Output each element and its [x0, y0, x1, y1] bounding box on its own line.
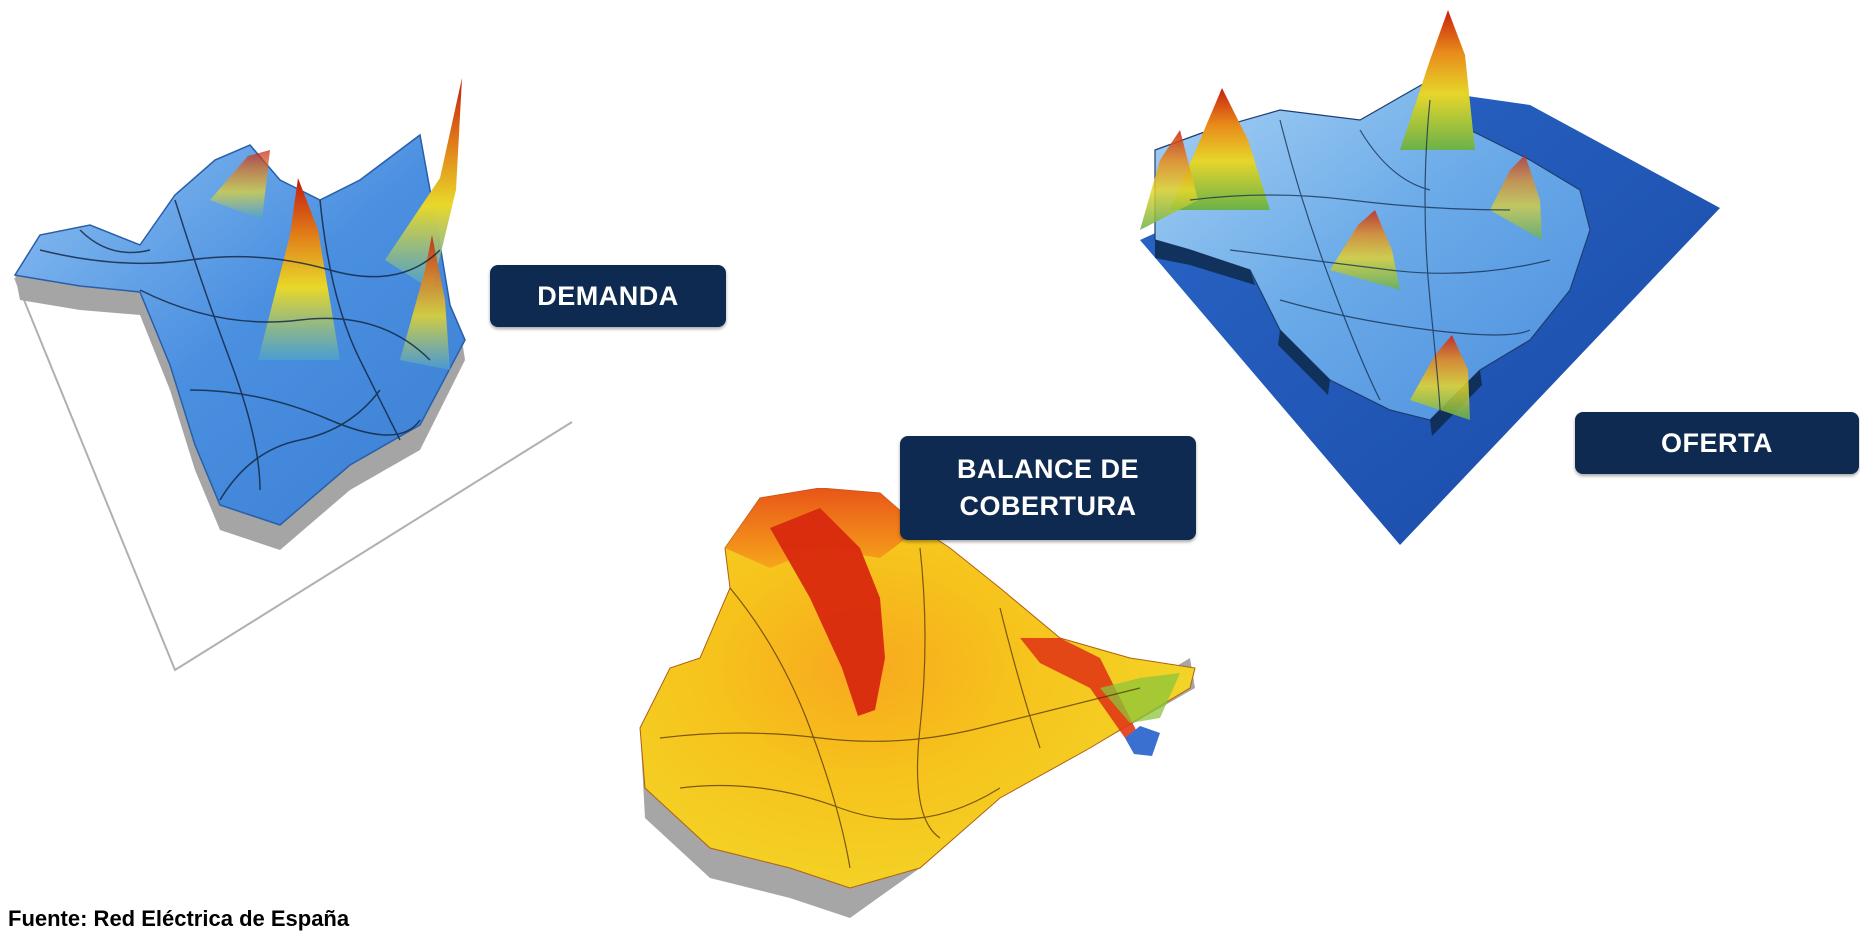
demanda-peak-madrid [258, 178, 340, 360]
balance-label-line2: COBERTURA [959, 491, 1137, 521]
demanda-axes [14, 277, 573, 672]
demanda-extrusion [15, 275, 465, 550]
demanda-peak-valencia [400, 235, 450, 370]
balance-label-line1: BALANCE DE [956, 454, 1139, 484]
oferta-peak-left2 [1140, 130, 1198, 230]
demanda-peak-north [210, 150, 270, 220]
balance-surface-map [639, 488, 1196, 918]
oferta-label: OFERTA [1575, 412, 1859, 474]
source-note: Fuente: Red Eléctrica de España [8, 906, 350, 931]
demanda-label: DEMANDA [490, 265, 726, 327]
oferta-peak-ne [1490, 155, 1542, 240]
oferta-peak-center [1330, 210, 1400, 290]
balance-label: BALANCE DE COBERTURA [900, 436, 1196, 540]
oferta-peak-right [1410, 335, 1470, 420]
balance-peak-red [770, 508, 885, 716]
demanda-surface-map [13, 78, 573, 672]
oferta-surface-map [1140, 10, 1720, 545]
balance-grid-lines [659, 547, 1141, 869]
demanda-grid-lines [39, 199, 441, 501]
demanda-surface [13, 133, 466, 526]
balance-ridge-right [1020, 638, 1140, 738]
oferta-cliffs [1155, 240, 1482, 436]
demanda-peak-barcelona [385, 78, 462, 290]
oferta-peak-top [1400, 10, 1475, 150]
balance-blue-sink [1125, 726, 1160, 756]
oferta-grid-lines [1189, 99, 1551, 411]
balance-green-edge [1100, 673, 1180, 723]
oferta-peak-left [1170, 88, 1270, 210]
